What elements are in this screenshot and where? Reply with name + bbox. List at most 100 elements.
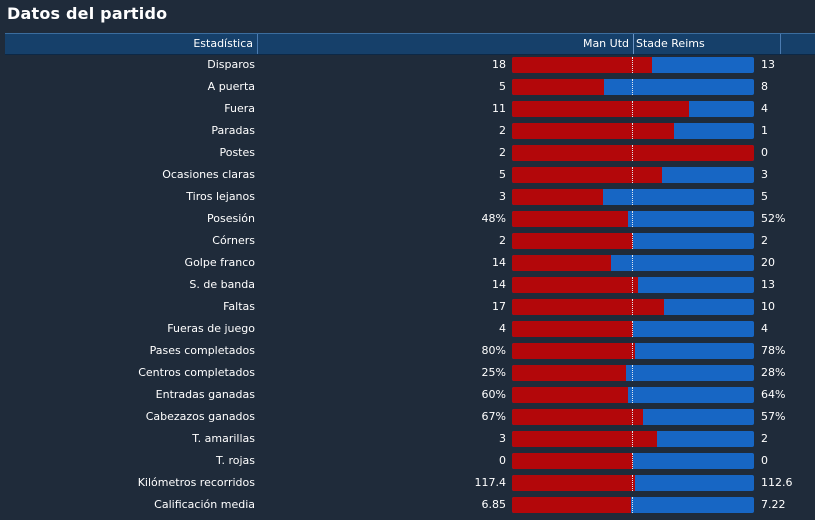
stat-row: S. de banda 14 13 (0, 274, 815, 296)
comparison-bar (512, 277, 754, 293)
home-value: 25% (481, 366, 506, 379)
home-share-fill (512, 299, 665, 315)
midline-marker (632, 431, 633, 447)
home-value: 67% (481, 410, 506, 423)
home-share-fill (512, 453, 633, 469)
comparison-bar (512, 233, 754, 249)
comparison-bar (512, 321, 754, 337)
home-value: 18 (492, 58, 506, 71)
midline-marker (632, 387, 633, 403)
midline-marker (632, 497, 633, 513)
stat-row: Cabezazos ganados 67% 57% (0, 406, 815, 428)
midline-marker (632, 189, 633, 205)
midline-marker (632, 145, 633, 161)
comparison-bar (512, 255, 754, 271)
home-share-fill (512, 101, 689, 117)
stat-row: Disparos 18 13 (0, 54, 815, 76)
stat-label: Kilómetros recorridos (137, 476, 255, 489)
home-share-fill (512, 255, 612, 271)
stat-label: Disparos (207, 58, 255, 71)
column-header-stat[interactable]: Estadística (7, 34, 258, 54)
stat-label: Faltas (223, 300, 255, 313)
home-value: 2 (499, 124, 506, 137)
home-value: 80% (481, 344, 506, 357)
home-share-fill (512, 167, 663, 183)
stat-label: Tiros lejanos (186, 190, 255, 203)
stat-row: Posesión 48% 52% (0, 208, 815, 230)
stat-row: Tiros lejanos 3 5 (0, 186, 815, 208)
stat-row: A puerta 5 8 (0, 76, 815, 98)
away-value: 78% (761, 344, 786, 357)
stat-label: Fueras de juego (167, 322, 255, 335)
midline-marker (632, 211, 633, 227)
comparison-bar (512, 79, 754, 95)
home-share-fill (512, 409, 643, 425)
stat-row: Ocasiones claras 5 3 (0, 164, 815, 186)
midline-marker (632, 475, 633, 491)
column-header-away-team[interactable]: Stade Reims (636, 37, 705, 50)
away-value: 28% (761, 366, 786, 379)
away-value: 2 (761, 432, 768, 445)
home-value: 3 (499, 432, 506, 445)
stat-label: Córners (212, 234, 255, 247)
stat-row: Pases completados 80% 78% (0, 340, 815, 362)
stat-row: Postes 2 0 (0, 142, 815, 164)
midline-marker (632, 277, 633, 293)
comparison-bar (512, 123, 754, 139)
stats-table-header: Estadística Man Utd Stade Reims (5, 33, 815, 55)
stat-label: Entradas ganadas (155, 388, 255, 401)
stat-label: Cabezazos ganados (145, 410, 255, 423)
midline-marker (632, 79, 633, 95)
home-value: 17 (492, 300, 506, 313)
home-share-fill (512, 387, 629, 403)
away-value: 52% (761, 212, 786, 225)
away-value: 5 (761, 190, 768, 203)
comparison-bar (512, 211, 754, 227)
stat-label: Postes (219, 146, 255, 159)
away-value: 7.22 (761, 498, 786, 511)
home-share-fill (512, 343, 636, 359)
home-value: 60% (481, 388, 506, 401)
comparison-bar (512, 101, 754, 117)
stat-row: Entradas ganadas 60% 64% (0, 384, 815, 406)
stat-label: Paradas (211, 124, 255, 137)
midline-marker (632, 167, 633, 183)
midline-marker (632, 343, 633, 359)
midline-marker (632, 453, 633, 469)
home-share-fill (512, 321, 633, 337)
stat-row: Faltas 17 10 (0, 296, 815, 318)
home-share-fill (512, 475, 636, 491)
home-value: 5 (499, 168, 506, 181)
comparison-bar (512, 365, 754, 381)
home-share-fill (512, 79, 604, 95)
comparison-bar (512, 167, 754, 183)
home-value: 11 (492, 102, 506, 115)
away-value: 0 (761, 454, 768, 467)
away-value: 13 (761, 278, 775, 291)
home-value: 4 (499, 322, 506, 335)
midline-marker (632, 57, 633, 73)
column-header-home-team[interactable]: Man Utd (582, 37, 629, 50)
comparison-bar (512, 453, 754, 469)
stat-row: Golpe franco 14 20 (0, 252, 815, 274)
stat-label: Pases completados (149, 344, 255, 357)
midline-marker (632, 321, 633, 337)
home-share-fill (512, 123, 675, 139)
stat-row: T. rojas 0 0 (0, 450, 815, 472)
stat-label: A puerta (207, 80, 255, 93)
page-title: Datos del partido (7, 4, 168, 23)
stat-label: Calificación media (154, 498, 255, 511)
away-value: 57% (761, 410, 786, 423)
comparison-bar (512, 431, 754, 447)
stat-label: Ocasiones claras (162, 168, 255, 181)
stat-label: Centros completados (138, 366, 255, 379)
stat-label: T. rojas (216, 454, 255, 467)
away-value: 2 (761, 234, 768, 247)
stat-label: T. amarillas (192, 432, 255, 445)
home-share-fill (512, 57, 653, 73)
comparison-bar (512, 189, 754, 205)
stat-label: S. de banda (189, 278, 255, 291)
away-value: 20 (761, 256, 775, 269)
home-value: 2 (499, 234, 506, 247)
away-value: 3 (761, 168, 768, 181)
